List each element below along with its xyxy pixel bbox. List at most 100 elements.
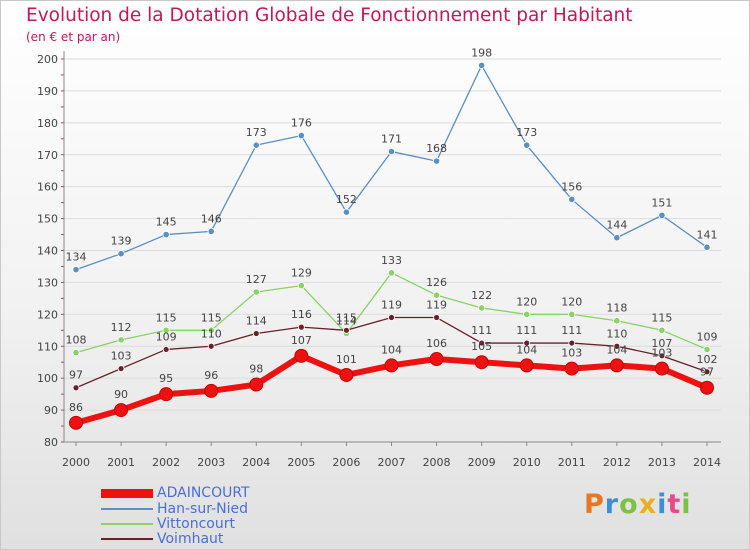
data-label-han-sur-nied: 152 xyxy=(336,193,357,206)
data-label-voimhaut: 119 xyxy=(381,299,402,312)
data-label-voimhaut: 116 xyxy=(291,308,312,321)
x-tick-label: 2011 xyxy=(558,456,586,469)
data-point-han-sur-nied xyxy=(162,230,170,239)
data-label-voimhaut: 107 xyxy=(651,337,672,350)
data-point-vittoncourt xyxy=(117,336,125,344)
data-point-adaincourt xyxy=(474,355,489,370)
data-point-han-sur-nied xyxy=(387,147,396,156)
legend-item-voimhaut: Voimhaut xyxy=(101,531,223,547)
legend-swatch-han-sur-nied xyxy=(101,508,153,510)
y-tick-label: 120 xyxy=(37,308,58,321)
logo-letter: o xyxy=(619,489,639,520)
x-tick-label: 2009 xyxy=(468,456,496,469)
data-point-han-sur-nied xyxy=(703,243,711,251)
data-label-adaincourt: 95 xyxy=(159,372,173,385)
data-point-voimhaut xyxy=(343,326,350,334)
data-label-han-sur-nied: 141 xyxy=(697,228,718,241)
data-point-han-sur-nied xyxy=(342,208,351,216)
data-point-adaincourt xyxy=(700,380,714,395)
data-point-adaincourt xyxy=(249,377,264,392)
data-label-adaincourt: 107 xyxy=(291,334,312,347)
data-label-han-sur-nied: 173 xyxy=(516,126,537,139)
y-tick-label: 160 xyxy=(37,181,58,194)
data-point-adaincourt xyxy=(519,358,534,373)
data-point-voimhaut xyxy=(568,339,576,347)
x-tick-label: 2004 xyxy=(242,456,270,469)
data-label-voimhaut: 111 xyxy=(516,324,537,337)
data-label-voimhaut: 115 xyxy=(336,311,357,324)
data-label-vittoncourt: 115 xyxy=(651,311,672,324)
data-point-vittoncourt xyxy=(478,304,486,312)
legend-item-adaincourt: ADAINCOURT xyxy=(101,485,250,501)
data-label-han-sur-nied: 144 xyxy=(606,219,627,232)
legend-item-han-sur-nied: Han-sur-Nied xyxy=(101,501,248,517)
y-tick-label: 170 xyxy=(37,149,58,162)
legend-label-voimhaut: Voimhaut xyxy=(157,531,224,547)
data-point-vittoncourt xyxy=(297,282,305,290)
data-point-voimhaut xyxy=(613,342,621,350)
x-tick-label: 2008 xyxy=(423,456,451,469)
data-point-han-sur-nied xyxy=(252,141,260,149)
data-point-han-sur-nied xyxy=(568,195,576,204)
data-point-vittoncourt xyxy=(523,310,531,318)
data-point-adaincourt xyxy=(654,361,669,376)
data-label-adaincourt: 103 xyxy=(651,347,672,360)
legend-swatch-adaincourt xyxy=(101,488,153,498)
x-tick-label: 2001 xyxy=(107,456,135,469)
x-tick-label: 2006 xyxy=(332,456,360,469)
data-point-adaincourt xyxy=(114,403,129,418)
data-point-voimhaut xyxy=(433,314,440,321)
data-label-adaincourt: 90 xyxy=(114,388,128,401)
data-label-han-sur-nied: 134 xyxy=(66,251,87,264)
y-tick-label: 140 xyxy=(37,245,58,258)
x-tick-label: 2002 xyxy=(152,456,180,469)
legend-item-vittoncourt: Vittoncourt xyxy=(101,516,235,532)
data-label-han-sur-nied: 146 xyxy=(201,212,222,225)
data-label-vittoncourt: 127 xyxy=(246,273,267,286)
data-point-adaincourt xyxy=(294,348,309,363)
logo-letter: r xyxy=(604,489,620,520)
legend-swatch-vittoncourt xyxy=(101,523,153,525)
data-label-han-sur-nied: 151 xyxy=(651,196,672,209)
logo-letter: x xyxy=(638,489,658,520)
data-label-vittoncourt: 120 xyxy=(561,295,582,308)
data-point-vittoncourt xyxy=(568,310,576,318)
data-point-han-sur-nied xyxy=(432,157,441,165)
data-label-voimhaut: 97 xyxy=(69,369,83,382)
data-label-adaincourt: 104 xyxy=(381,343,402,356)
legend-label-han-sur-nied: Han-sur-Nied xyxy=(157,501,248,517)
x-tick-label: 2000 xyxy=(62,456,90,469)
data-point-vittoncourt xyxy=(207,326,215,334)
data-label-adaincourt: 101 xyxy=(336,353,357,366)
y-tick-label: 200 xyxy=(37,53,58,66)
y-tick-label: 150 xyxy=(37,213,58,226)
data-label-adaincourt: 86 xyxy=(69,401,83,414)
data-point-han-sur-nied xyxy=(658,211,666,219)
x-tick-label: 2010 xyxy=(513,456,541,469)
data-point-vittoncourt xyxy=(252,288,260,296)
logo-letter: t xyxy=(667,489,682,520)
x-tick-label: 2003 xyxy=(197,456,225,469)
x-tick-label: 2014 xyxy=(693,456,721,469)
data-label-adaincourt: 104 xyxy=(606,343,627,356)
data-label-vittoncourt: 114 xyxy=(336,314,357,327)
data-label-vittoncourt: 115 xyxy=(201,311,222,324)
data-label-adaincourt: 98 xyxy=(249,363,263,376)
data-label-vittoncourt: 126 xyxy=(426,276,447,289)
series-line-han-sur-nied xyxy=(75,64,708,271)
data-label-voimhaut: 114 xyxy=(246,314,267,327)
data-point-voimhaut xyxy=(297,323,305,331)
legend-swatch-voimhaut xyxy=(101,538,153,540)
data-point-han-sur-nied xyxy=(478,61,486,69)
data-point-adaincourt xyxy=(609,358,624,373)
data-label-adaincourt: 105 xyxy=(471,340,492,353)
data-point-vittoncourt xyxy=(613,317,621,325)
data-point-adaincourt xyxy=(564,361,579,376)
y-tick-label: 100 xyxy=(37,372,58,385)
data-point-adaincourt xyxy=(339,367,354,382)
data-label-han-sur-nied: 168 xyxy=(426,142,447,155)
data-label-adaincourt: 106 xyxy=(426,337,447,350)
x-tick-label: 2007 xyxy=(378,456,406,469)
data-label-vittoncourt: 120 xyxy=(516,295,537,308)
data-point-adaincourt xyxy=(429,352,444,367)
